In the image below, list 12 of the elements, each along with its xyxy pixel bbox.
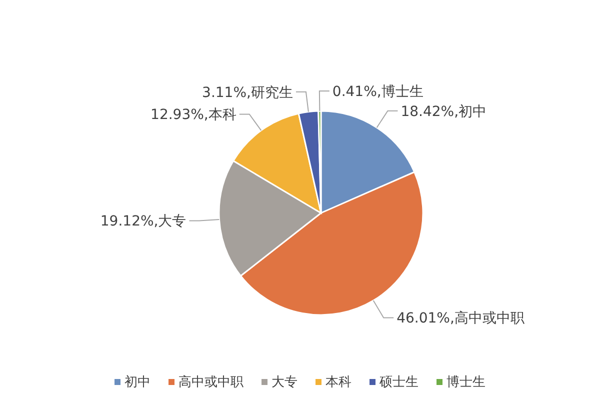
data-label: 18.42%,初中: [400, 104, 487, 120]
data-label: 12.93%,本科: [150, 107, 236, 124]
data-label: 19.12%,大专: [100, 214, 186, 230]
legend-label: 大专: [272, 375, 298, 390]
legend-label: 初中: [124, 375, 150, 390]
legend-label: 本科: [326, 375, 352, 390]
legend-label: 高中或中职: [178, 374, 244, 390]
data-label: 3.11%,研究生: [202, 84, 293, 101]
data-label: 46.01%,高中或中职: [396, 310, 524, 327]
legend-label: 硕士生: [378, 375, 418, 390]
legend-label: 博士生: [446, 375, 486, 390]
data-label: 0.41%,博士生: [332, 84, 424, 100]
